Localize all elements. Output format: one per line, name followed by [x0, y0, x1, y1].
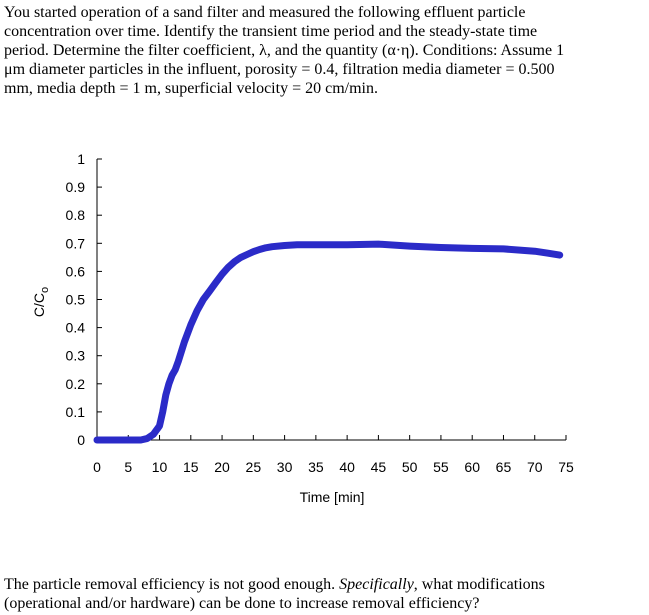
problem-line: μm diameter particles in the influent, p… — [4, 61, 555, 78]
x-tick-label: 75 — [558, 459, 574, 475]
x-tick-label: 0 — [93, 459, 101, 475]
x-tick-label: 25 — [246, 459, 262, 475]
y-axis-title-main: C/C — [31, 293, 47, 317]
footer-text: , what modifications — [413, 576, 545, 593]
y-tick-label: 0.6 — [66, 263, 86, 279]
x-tick-label: 20 — [214, 459, 230, 475]
problem-statement: You started operation of a sand filter a… — [4, 3, 646, 98]
y-tick-label: 1 — [77, 151, 85, 167]
footer-text: The particle removal efficiency is not g… — [4, 576, 340, 593]
x-tick-label: 35 — [308, 459, 324, 475]
x-tick-label: 70 — [527, 459, 543, 475]
x-tick-label: 55 — [433, 459, 449, 475]
x-ticks: 0 5 10 15 20 25 30 35 40 45 50 55 60 65 70 75 — [93, 435, 574, 475]
y-tick-label: 0.9 — [66, 179, 86, 195]
x-tick-label: 60 — [464, 459, 480, 475]
y-tick-label: 0.1 — [66, 404, 86, 420]
footer-emphasis: Specifically — [339, 576, 414, 593]
x-axis-title: Time [min] — [300, 489, 365, 505]
x-tick-label: 5 — [124, 459, 132, 475]
problem-line: period. Determine the filter coefficient… — [4, 42, 565, 59]
footer-line: The particle removal efficiency is not g… — [4, 575, 646, 594]
x-tick-label: 40 — [339, 459, 355, 475]
problem-line: concentration over time. Identify the tr… — [4, 23, 538, 40]
problem-line: mm, media depth = 1 m, superficial veloc… — [4, 80, 378, 97]
y-tick-label: 0.8 — [66, 207, 86, 223]
x-tick-label: 45 — [371, 459, 387, 475]
y-axis-title-sub: o — [39, 287, 51, 293]
y-tick-label: 0.4 — [66, 320, 86, 336]
x-tick-label: 10 — [152, 459, 168, 475]
y-tick-label: 0.2 — [66, 376, 86, 392]
y-tick-label: 0 — [77, 432, 85, 448]
y-ticks: 0 0.1 0.2 0.3 0.4 0.5 0.6 0.7 0.8 0.9 1 — [66, 151, 102, 448]
x-tick-label: 15 — [183, 459, 199, 475]
x-tick-label: 65 — [496, 459, 512, 475]
y-tick-label: 0.5 — [66, 292, 86, 308]
footer-line: (operational and/or hardware) can be don… — [4, 595, 480, 612]
x-tick-label: 50 — [402, 459, 418, 475]
problem-line: You started operation of a sand filter a… — [4, 4, 526, 21]
y-axis-title: C/Co — [31, 287, 51, 317]
y-tick-label: 0.3 — [66, 348, 86, 364]
follow-up-question: The particle removal efficiency is not g… — [4, 575, 646, 613]
series-line — [93, 240, 564, 444]
y-tick-label: 0.7 — [66, 235, 86, 251]
x-tick-label: 30 — [277, 459, 293, 475]
